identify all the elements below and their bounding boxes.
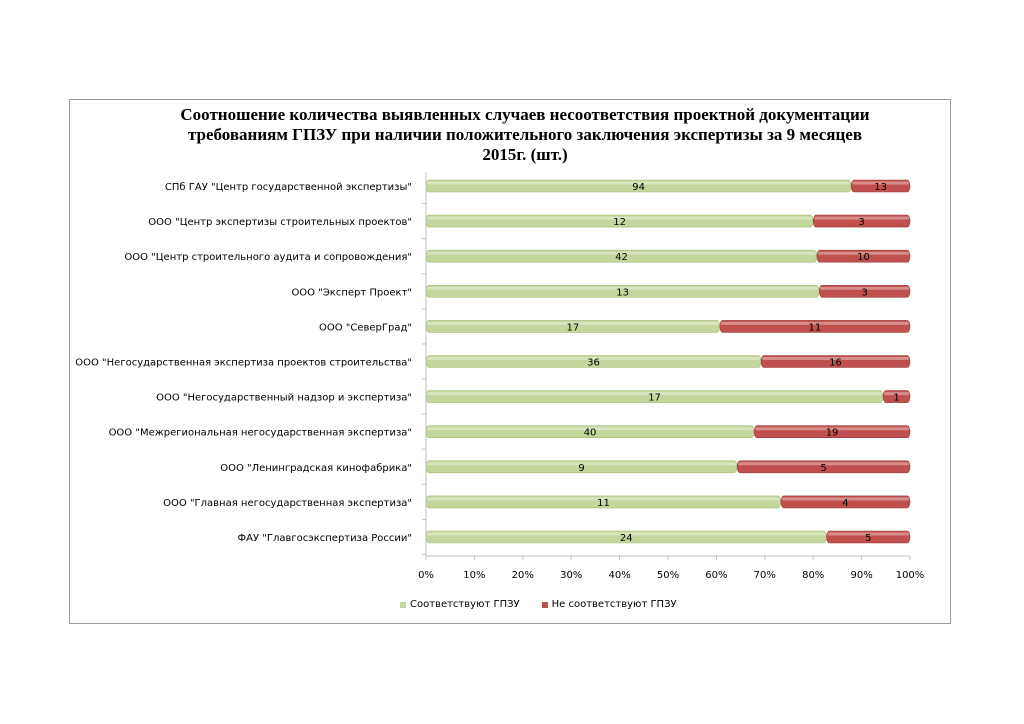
bar-segment-mismatch-highlight bbox=[814, 216, 909, 220]
bar-segment-match-highlight bbox=[427, 251, 816, 255]
data-label: 13 bbox=[616, 287, 629, 298]
data-label: 36 bbox=[587, 358, 600, 369]
data-label: 3 bbox=[861, 287, 867, 298]
data-label: 19 bbox=[826, 428, 839, 439]
bar-segment-match-highlight bbox=[427, 216, 813, 220]
bar-segment-mismatch bbox=[780, 495, 911, 509]
x-tick-label: 100% bbox=[896, 570, 925, 581]
chart-legend: Соответствуют ГПЗУ Не соответствуют ГПЗУ bbox=[400, 599, 677, 610]
bar-segment-match-highlight bbox=[427, 181, 851, 185]
data-label: 9 bbox=[578, 463, 584, 474]
chart-title-line-3: 2015г. (шт.) bbox=[482, 145, 568, 164]
legend-label-match: Соответствуют ГПЗУ bbox=[410, 599, 520, 610]
category-label: ООО "Негосударственная экспертиза проект… bbox=[75, 358, 412, 369]
bar-segment-mismatch bbox=[812, 214, 911, 228]
bar-segment-mismatch-highlight bbox=[852, 181, 909, 185]
chart-title: Соотношение количества выявленных случае… bbox=[150, 105, 900, 165]
data-label: 5 bbox=[820, 463, 826, 474]
bar-segment-mismatch bbox=[818, 284, 911, 298]
data-label: 12 bbox=[613, 217, 626, 228]
bar-segment-mismatch-highlight bbox=[817, 251, 909, 255]
data-label: 94 bbox=[632, 182, 645, 193]
x-tick-label: 70% bbox=[754, 570, 776, 581]
category-label: ООО "Центр экспертизы строительных проек… bbox=[148, 217, 412, 228]
x-tick-label: 0% bbox=[418, 570, 434, 581]
bar-segment-mismatch bbox=[882, 390, 911, 403]
chart-title-line-1: Соотношение количества выявленных случае… bbox=[180, 105, 870, 124]
x-tick-label: 90% bbox=[850, 570, 872, 581]
axis-layer: СПб ГАУ "Центр государственной экспертиз… bbox=[75, 172, 924, 581]
bar-segment-mismatch-highlight bbox=[738, 462, 909, 466]
bar-segment-mismatch-highlight bbox=[755, 427, 909, 431]
x-tick-label: 10% bbox=[463, 570, 485, 581]
category-label: ООО "Межрегиональная негосударственная э… bbox=[109, 428, 412, 439]
bar-segment-match-highlight bbox=[427, 427, 754, 431]
category-label: ФАУ "Главгосэкспертиза России" bbox=[238, 533, 412, 544]
bar-segment-match-highlight bbox=[427, 392, 883, 396]
bar-segment-mismatch bbox=[760, 355, 911, 368]
data-label: 13 bbox=[874, 182, 887, 193]
x-tick-label: 80% bbox=[802, 570, 824, 581]
bar-segment-match-highlight bbox=[427, 357, 761, 360]
bar-segment-match-highlight bbox=[427, 286, 819, 290]
x-tick-label: 40% bbox=[608, 570, 630, 581]
data-label: 42 bbox=[615, 252, 628, 263]
data-label: 10 bbox=[857, 252, 870, 263]
data-label: 5 bbox=[865, 533, 871, 544]
data-label: 11 bbox=[597, 498, 610, 509]
bar-segment-mismatch bbox=[816, 249, 911, 263]
bar-segment-mismatch-highlight bbox=[781, 497, 909, 501]
bar-segment-mismatch bbox=[850, 179, 911, 193]
data-label: 16 bbox=[829, 358, 842, 369]
legend-swatch-match bbox=[400, 601, 406, 608]
category-label: ООО "Ленинградская кинофабрика" bbox=[220, 463, 412, 474]
legend-item-mismatch: Не соответствуют ГПЗУ bbox=[541, 599, 677, 610]
data-label: 11 bbox=[809, 322, 822, 333]
data-label: 1 bbox=[893, 393, 899, 404]
category-label: ООО "СеверГрад" bbox=[319, 322, 412, 333]
x-tick-label: 60% bbox=[705, 570, 727, 581]
bar-segment-match-highlight bbox=[427, 497, 780, 501]
chart-title-line-2: требованиям ГПЗУ при наличии положительн… bbox=[187, 125, 863, 144]
category-label: ООО "Центр строительного аудита и сопров… bbox=[124, 252, 412, 263]
bar-segment-match-highlight bbox=[427, 462, 737, 466]
bar-segment-mismatch bbox=[753, 425, 911, 439]
chart-frame bbox=[69, 99, 951, 624]
bars-layer: 94 13 12 3 42 10 13 3 17 11 36 16 17 1 40 19 9 5 11 4 24 5 bbox=[425, 179, 911, 544]
legend-swatch-mismatch bbox=[541, 601, 548, 608]
data-label: 17 bbox=[648, 393, 661, 404]
legend-item-match: Соответствуют ГПЗУ bbox=[400, 599, 520, 610]
data-label: 17 bbox=[567, 322, 580, 333]
bar-segment-match-highlight bbox=[427, 532, 826, 536]
category-label: ООО "Эксперт Проект" bbox=[291, 287, 412, 298]
bar-segment-mismatch bbox=[719, 320, 911, 333]
category-label: СПб ГАУ "Центр государственной экспертиз… bbox=[165, 182, 412, 193]
category-label: ООО "Главная негосударственная экспертиз… bbox=[163, 498, 412, 509]
bar-segment-mismatch bbox=[736, 460, 911, 474]
category-label: ООО "Негосударственный надзор и эксперти… bbox=[156, 393, 412, 404]
bar-segment-mismatch bbox=[826, 530, 911, 544]
bar-segment-mismatch-highlight bbox=[720, 321, 909, 325]
x-tick-label: 20% bbox=[512, 570, 534, 581]
x-tick-label: 50% bbox=[657, 570, 679, 581]
data-label: 24 bbox=[620, 533, 633, 544]
data-label: 3 bbox=[858, 217, 864, 228]
x-tick-label: 30% bbox=[560, 570, 582, 581]
legend-label-mismatch: Не соответствуют ГПЗУ bbox=[551, 599, 677, 610]
bar-segment-mismatch-highlight bbox=[762, 357, 909, 360]
bar-segment-mismatch-highlight bbox=[827, 532, 909, 536]
data-label: 40 bbox=[584, 428, 597, 439]
data-label: 4 bbox=[842, 498, 848, 509]
bar-segment-mismatch-highlight bbox=[884, 392, 909, 396]
bar-segment-match-highlight bbox=[427, 321, 719, 325]
bar-segment-mismatch-highlight bbox=[820, 286, 909, 290]
